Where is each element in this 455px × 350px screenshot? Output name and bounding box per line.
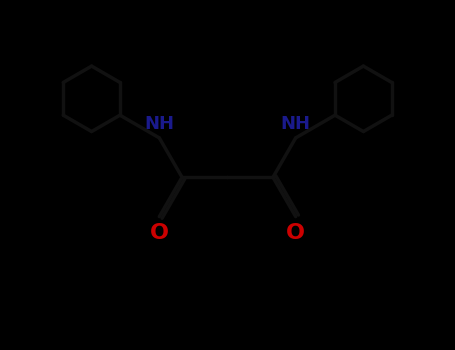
Text: O: O [286,223,305,244]
Text: NH: NH [144,116,174,133]
Text: NH: NH [281,116,311,133]
Text: O: O [150,223,169,244]
